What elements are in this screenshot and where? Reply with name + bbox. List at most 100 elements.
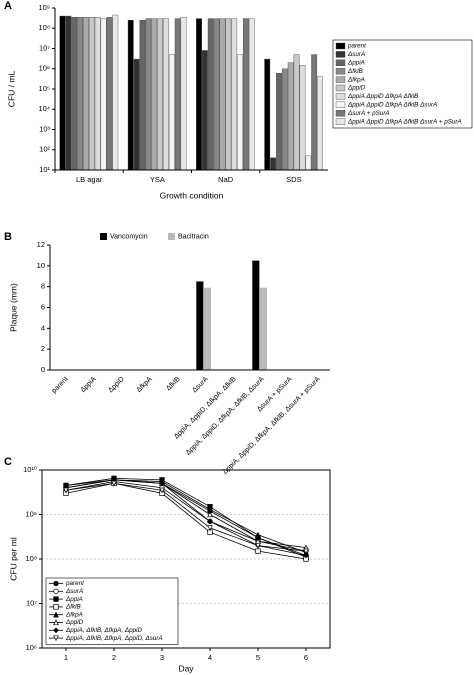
bar xyxy=(151,18,158,171)
bar xyxy=(77,17,83,171)
bar xyxy=(276,73,282,171)
legend-marker xyxy=(53,611,59,618)
x-tick-label: 6 xyxy=(304,653,308,662)
legend-label: parent xyxy=(347,43,366,50)
legend-label: ΔppiD xyxy=(65,619,84,626)
y-tick-label: 12 xyxy=(37,240,45,249)
x-tick-label: YSA xyxy=(150,175,165,184)
x-axis-label: Day xyxy=(178,663,194,673)
marker xyxy=(63,487,69,494)
y-tick-label: 10⁹ xyxy=(25,509,37,518)
axes xyxy=(54,8,328,171)
legend-swatch xyxy=(335,109,346,117)
bar xyxy=(196,281,204,370)
bar xyxy=(213,18,220,171)
bar xyxy=(270,157,276,171)
bar xyxy=(106,17,113,171)
legend-label: ΔppiA, ΔfklB, ΔfkpA, ΔppiD xyxy=(65,627,142,634)
legend-box xyxy=(45,577,179,645)
bar xyxy=(139,19,146,171)
bar xyxy=(299,64,306,171)
x-tick-label: 5 xyxy=(256,653,260,662)
series-line xyxy=(65,482,307,560)
bar xyxy=(264,58,271,171)
bar xyxy=(317,76,323,171)
axes xyxy=(49,245,330,371)
y-tick-label: 10⁵ xyxy=(39,84,50,93)
legend-swatch xyxy=(335,118,346,125)
legend-marker xyxy=(53,596,59,602)
x-tick-label: ΔsurA xyxy=(191,376,210,395)
bar xyxy=(201,50,208,171)
legend-label: ΔppiD xyxy=(347,85,366,92)
bar xyxy=(88,17,95,171)
marker xyxy=(255,548,261,554)
x-tick-label: 1 xyxy=(64,653,68,662)
x-tick-label: SDS xyxy=(286,175,301,184)
series-line xyxy=(65,477,307,558)
marker xyxy=(303,548,309,555)
bar xyxy=(65,15,72,171)
legend-marker xyxy=(53,619,59,626)
legend-label: parent xyxy=(65,580,84,587)
y-tick-label: 10¹⁰ xyxy=(23,465,37,474)
bar xyxy=(311,54,318,171)
x-tick-label: LB agar xyxy=(76,175,103,184)
legend-label: Bacitracin xyxy=(178,233,209,240)
legend-label: Vancomycin xyxy=(110,233,148,240)
bar xyxy=(207,18,214,171)
y-tick-label: 10⁸ xyxy=(25,554,37,563)
legend-swatch xyxy=(100,233,107,240)
y-axis-label: Plaque (mm) xyxy=(8,283,18,332)
marker xyxy=(207,525,213,531)
legend-label: ΔppiA ΔppiD ΔfkpA ΔfklB xyxy=(347,93,418,100)
bar xyxy=(127,19,134,171)
marker xyxy=(303,552,309,559)
x-tick-label: ΔppiD xyxy=(107,376,125,394)
bar xyxy=(133,58,140,171)
legend-label: ΔsurA xyxy=(65,588,83,595)
y-tick-label: 10 xyxy=(37,261,45,270)
legend-label: ΔfklB xyxy=(65,604,81,611)
legend-swatch xyxy=(335,51,346,58)
bar xyxy=(71,17,78,171)
bar xyxy=(174,18,181,171)
marker xyxy=(207,511,213,518)
bar xyxy=(237,54,243,171)
x-tick-label: ΔfkpA xyxy=(136,376,154,394)
y-tick-label: 10⁷ xyxy=(26,598,37,607)
legend-swatch xyxy=(335,76,346,83)
legend-swatch xyxy=(335,42,346,50)
legend-label: ΔfklB xyxy=(347,68,363,75)
bar xyxy=(94,17,101,171)
legend-swatch xyxy=(335,67,346,75)
bar xyxy=(305,155,312,171)
y-tick-label: 6 xyxy=(41,302,45,311)
x-tick-label: ΔfklB xyxy=(165,376,182,393)
legend-label: ΔppiA ΔppiD ΔfkpA ΔfklB ΔsurA xyxy=(347,101,437,108)
y-tick-label: 10⁹ xyxy=(38,3,50,12)
bar xyxy=(243,18,249,171)
series-line xyxy=(65,479,307,556)
bar xyxy=(293,54,300,171)
series-line xyxy=(65,481,307,552)
y-tick-label: 10² xyxy=(39,145,50,154)
legend-label: ΔppiA xyxy=(65,596,83,603)
bar xyxy=(83,17,89,171)
legend-label: ΔsurA xyxy=(347,51,365,58)
x-tick-label: parent xyxy=(51,376,70,395)
plot-frame xyxy=(41,469,331,649)
bar xyxy=(260,287,268,370)
series-line xyxy=(65,479,307,553)
bar xyxy=(248,18,255,171)
bar xyxy=(163,18,169,171)
legend-marker xyxy=(53,604,59,610)
legend-marker xyxy=(53,588,59,594)
legend-swatch xyxy=(168,233,175,240)
legend-swatch xyxy=(335,59,346,66)
x-tick-label: ΔppiA, ΔppiD, ΔfkpA, ΔfklB, ΔsurA + pSur… xyxy=(222,376,322,476)
marker xyxy=(207,518,213,525)
legend-box xyxy=(332,39,473,129)
series-line xyxy=(65,479,307,549)
